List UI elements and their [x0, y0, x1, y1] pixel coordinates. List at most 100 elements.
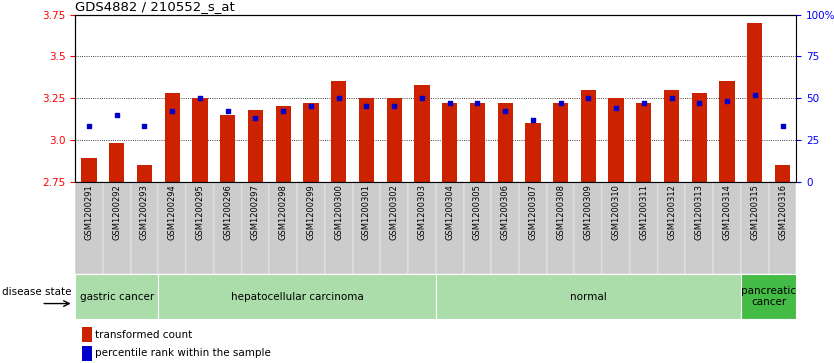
Point	[415, 95, 429, 101]
Point	[470, 100, 484, 106]
Bar	[386, 98, 402, 182]
Point	[388, 103, 401, 109]
Text: GSM1200301: GSM1200301	[362, 184, 371, 240]
Bar	[435, 274, 741, 319]
Bar	[75, 274, 158, 319]
Text: GSM1200298: GSM1200298	[279, 184, 288, 240]
Text: GSM1200296: GSM1200296	[224, 184, 232, 240]
Bar	[131, 182, 158, 274]
Point	[499, 109, 512, 114]
Bar	[81, 158, 97, 182]
Bar	[553, 103, 568, 182]
Bar	[83, 327, 92, 342]
Text: normal: normal	[570, 292, 607, 302]
Text: hepatocellular carcinoma: hepatocellular carcinoma	[231, 292, 364, 302]
Text: GSM1200305: GSM1200305	[473, 184, 482, 240]
Text: GSM1200312: GSM1200312	[667, 184, 676, 240]
Point	[776, 123, 789, 129]
Text: GSM1200306: GSM1200306	[500, 184, 510, 240]
Bar	[137, 165, 152, 182]
Bar	[498, 103, 513, 182]
Point	[332, 95, 345, 101]
Point	[83, 123, 96, 129]
Text: gastric cancer: gastric cancer	[79, 292, 153, 302]
Bar	[775, 165, 791, 182]
Bar	[324, 182, 353, 274]
Bar	[636, 103, 651, 182]
Bar	[158, 182, 186, 274]
Text: GSM1200300: GSM1200300	[334, 184, 343, 240]
Bar	[269, 182, 297, 274]
Bar	[664, 90, 679, 182]
Bar	[380, 182, 408, 274]
Bar	[304, 103, 319, 182]
Bar	[359, 98, 374, 182]
Bar	[214, 182, 242, 274]
Bar	[741, 182, 769, 274]
Bar	[408, 182, 435, 274]
Text: GSM1200293: GSM1200293	[140, 184, 149, 240]
Bar	[491, 182, 519, 274]
Bar	[691, 93, 707, 182]
Point	[665, 95, 678, 101]
Bar	[220, 115, 235, 182]
Text: GSM1200314: GSM1200314	[722, 184, 731, 240]
Bar	[186, 182, 214, 274]
Point	[138, 123, 151, 129]
Bar	[547, 182, 575, 274]
Text: transformed count: transformed count	[95, 330, 193, 340]
Point	[221, 109, 234, 114]
Text: GSM1200310: GSM1200310	[611, 184, 620, 240]
Bar	[242, 182, 269, 274]
Point	[526, 117, 540, 123]
Bar	[158, 274, 435, 319]
Point	[610, 105, 623, 111]
Point	[581, 95, 595, 101]
Bar	[435, 182, 464, 274]
Bar	[525, 123, 540, 182]
Text: GSM1200316: GSM1200316	[778, 184, 787, 240]
Bar	[297, 182, 324, 274]
Text: GSM1200308: GSM1200308	[556, 184, 565, 240]
Bar	[575, 182, 602, 274]
Bar	[747, 23, 762, 182]
Bar	[331, 81, 346, 182]
Text: GSM1200304: GSM1200304	[445, 184, 455, 240]
Bar	[630, 182, 658, 274]
Bar	[609, 98, 624, 182]
Text: GSM1200292: GSM1200292	[113, 184, 121, 240]
Point	[359, 103, 373, 109]
Text: GSM1200311: GSM1200311	[640, 184, 648, 240]
Bar	[109, 143, 124, 182]
Bar	[353, 182, 380, 274]
Point	[249, 115, 262, 121]
Bar	[442, 103, 457, 182]
Bar	[248, 110, 263, 182]
Text: GDS4882 / 210552_s_at: GDS4882 / 210552_s_at	[75, 0, 235, 13]
Point	[110, 112, 123, 118]
Bar	[686, 182, 713, 274]
Bar	[713, 182, 741, 274]
Point	[165, 109, 178, 114]
Bar	[83, 346, 92, 361]
Text: GSM1200307: GSM1200307	[529, 184, 537, 240]
Text: GSM1200302: GSM1200302	[389, 184, 399, 240]
Text: GSM1200295: GSM1200295	[195, 184, 204, 240]
Bar	[103, 182, 131, 274]
Bar	[470, 103, 485, 182]
Point	[721, 98, 734, 104]
Bar	[769, 182, 796, 274]
Point	[193, 95, 207, 101]
Text: GSM1200297: GSM1200297	[251, 184, 260, 240]
Text: GSM1200315: GSM1200315	[751, 184, 759, 240]
Bar	[75, 182, 103, 274]
Text: percentile rank within the sample: percentile rank within the sample	[95, 348, 271, 358]
Bar	[414, 85, 430, 182]
Bar	[580, 90, 596, 182]
Point	[554, 100, 567, 106]
Point	[637, 100, 651, 106]
Bar	[741, 274, 796, 319]
Text: disease state: disease state	[2, 287, 71, 297]
Bar	[193, 98, 208, 182]
Bar	[720, 81, 735, 182]
